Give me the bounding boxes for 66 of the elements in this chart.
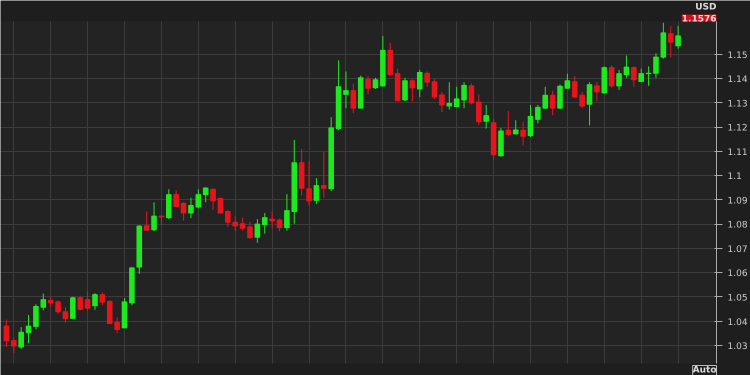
y-tick-label: 1.1 xyxy=(728,172,742,182)
candlestick xyxy=(550,90,556,116)
candlestick xyxy=(594,81,600,102)
candlestick xyxy=(476,94,482,126)
candlestick xyxy=(4,319,10,348)
candlestick xyxy=(106,300,113,324)
candlestick xyxy=(402,77,408,102)
candlestick xyxy=(512,120,519,136)
candlestick xyxy=(468,83,474,105)
candlestick xyxy=(461,82,467,109)
y-tick-label: 1.09 xyxy=(728,196,748,206)
candlestick xyxy=(18,326,24,350)
candlestick xyxy=(188,197,194,219)
candlestick xyxy=(579,91,585,109)
candlestick xyxy=(416,70,423,98)
candlestick xyxy=(314,178,320,205)
y-tick-label: 1.11 xyxy=(728,148,748,158)
candlestick xyxy=(77,296,84,311)
candlestick xyxy=(114,316,120,334)
candlestick xyxy=(48,296,54,308)
candlestick xyxy=(321,152,327,198)
candlestick xyxy=(668,25,674,58)
candlestick xyxy=(675,25,681,50)
candlestick xyxy=(446,82,452,110)
y-tick-label: 1.15 xyxy=(728,50,748,61)
y-axis-title: USD xyxy=(695,2,717,12)
y-tick-label: 1.05 xyxy=(728,293,748,304)
candlestick xyxy=(173,190,179,208)
candlestick xyxy=(180,202,186,222)
candlestick xyxy=(70,296,76,320)
candlestick xyxy=(11,337,17,354)
y-tick-label: 1.13 xyxy=(728,99,748,110)
candlestick xyxy=(232,216,238,232)
y-tick-label: 1.06 xyxy=(728,269,748,280)
candlestick xyxy=(306,160,312,206)
candlestick xyxy=(454,86,460,108)
candlestick xyxy=(284,194,290,232)
candlestick xyxy=(631,66,637,88)
candlestick xyxy=(506,110,512,137)
candlestick xyxy=(520,121,526,146)
candlestick xyxy=(542,86,548,110)
y-tick-label: 1.03 xyxy=(728,342,748,352)
candlestick xyxy=(84,290,90,311)
candlestick xyxy=(254,218,260,244)
y-tick-label: 1.04 xyxy=(728,318,748,328)
y-tick-label: 1.07 xyxy=(728,244,748,255)
candlestick xyxy=(40,293,46,311)
candlestick xyxy=(92,292,98,310)
candlestick xyxy=(144,211,150,232)
y-tick-label: 1.08 xyxy=(728,220,748,231)
candlestick xyxy=(151,202,157,232)
candlestick xyxy=(100,292,106,306)
candlestick xyxy=(166,188,172,220)
candlestick xyxy=(638,68,644,83)
y-tick-label: 1.14 xyxy=(728,75,748,86)
candlestick xyxy=(608,64,614,88)
candlestick xyxy=(483,104,489,130)
candlestick xyxy=(202,186,208,203)
candlestick xyxy=(262,212,268,234)
y-tick-label: 1.12 xyxy=(728,124,748,134)
candlestick xyxy=(196,188,202,209)
candlestick xyxy=(365,76,371,95)
candlestick xyxy=(410,78,416,102)
candlestick xyxy=(586,82,592,126)
candlestick xyxy=(350,83,356,114)
candlestick xyxy=(572,76,578,98)
